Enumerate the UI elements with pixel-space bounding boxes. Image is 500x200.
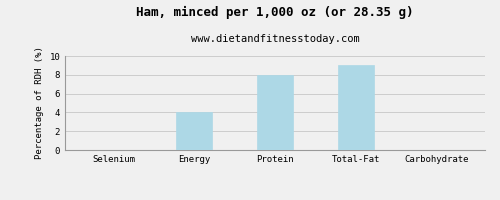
Y-axis label: Percentage of RDH (%): Percentage of RDH (%) xyxy=(35,47,44,159)
Text: Ham, minced per 1,000 oz (or 28.35 g): Ham, minced per 1,000 oz (or 28.35 g) xyxy=(136,6,414,19)
Text: www.dietandfitnesstoday.com: www.dietandfitnesstoday.com xyxy=(190,34,360,44)
Bar xyxy=(257,75,293,150)
Bar xyxy=(176,112,212,150)
Bar xyxy=(338,65,374,150)
